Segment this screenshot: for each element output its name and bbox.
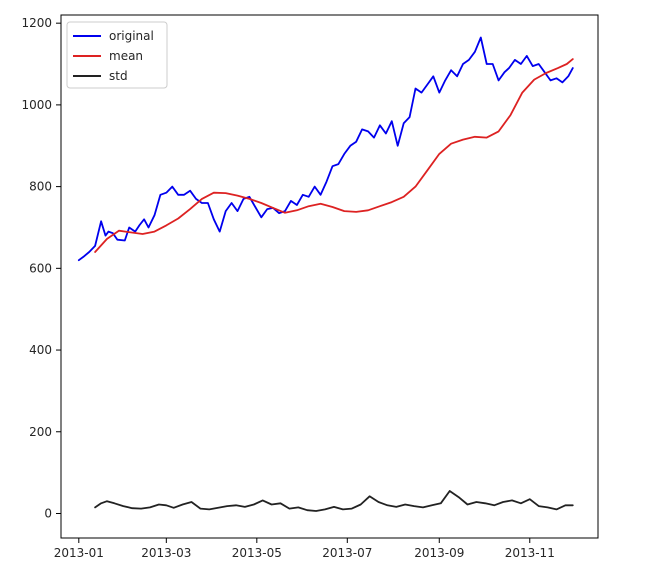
series-line-mean [94,58,574,253]
y-tick-label: 800 [29,180,52,194]
series-line-original [77,36,574,262]
y-tick-label: 1200 [21,16,52,30]
x-tick-label: 2013-01 [54,546,104,560]
series-layer [77,36,574,512]
x-tick-label: 2013-09 [414,546,464,560]
y-axis: 0 200 400 600 800 1000 1200 [21,16,61,520]
legend-label-original: original [109,29,154,43]
x-tick-label: 2013-03 [141,546,191,560]
x-tick-label: 2013-05 [232,546,282,560]
y-tick-label: 200 [29,425,52,439]
legend-label-mean: mean [109,49,143,63]
y-tick-label: 1000 [21,98,52,112]
series-line-std [94,490,574,512]
plot-frame [60,14,599,539]
legend-box [66,21,168,89]
y-tick-label: 400 [29,343,52,357]
legend: original mean std [66,21,168,89]
x-tick-label: 2013-11 [505,546,555,560]
legend-label-std: std [109,69,128,83]
x-tick-label: 2013-07 [322,546,372,560]
x-axis: 2013-01 2013-03 2013-05 2013-07 2013-09 2013-… [54,538,555,560]
y-tick-label: 600 [29,261,52,275]
y-tick-label: 0 [44,506,52,520]
